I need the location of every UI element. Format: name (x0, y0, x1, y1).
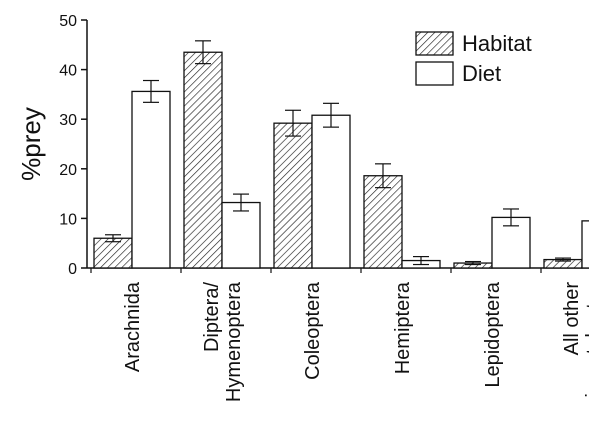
bar-habitat-3 (363, 175, 403, 269)
y-tick-label: 50 (59, 13, 77, 30)
y-tick-label: 40 (59, 63, 77, 80)
category-label-3: Hemiptera (392, 281, 414, 374)
y-axis-label: %prey (16, 107, 46, 181)
bar-habitat-0 (93, 237, 133, 269)
legend-label-habitat: Habitat (462, 31, 532, 56)
y-tick-label: 0 (68, 261, 77, 278)
bar-diet-1 (221, 201, 261, 269)
bar-diet-5 (581, 220, 589, 269)
error-bar-habitat-5 (555, 257, 571, 262)
bar-diet-0 (131, 90, 171, 269)
bar-habitat-2 (273, 122, 313, 269)
category-label-4: Lepidoptera (482, 281, 504, 388)
category-label-5: All other (561, 282, 583, 356)
axes: 0 10 20 30 40 50 (59, 13, 589, 278)
category-label-1: Hymenoptera (223, 281, 245, 402)
category-label-2: Coleoptera (302, 281, 324, 380)
error-bar-diet-4 (503, 208, 519, 227)
y-tick-label: 30 (59, 112, 77, 129)
error-bar-habitat-0 (105, 234, 121, 243)
error-bar-diet-0 (143, 79, 159, 103)
category-label-0: Arachnida (122, 281, 144, 372)
bar-diet-2 (311, 114, 351, 269)
error-bar-habitat-4 (465, 260, 481, 266)
error-bar-habitat-1 (195, 40, 211, 65)
y-tick-label: 20 (59, 162, 77, 179)
category-label-5: invertebrates (583, 282, 589, 398)
error-bar-diet-2 (323, 102, 339, 128)
error-bars (105, 40, 571, 266)
legend-label-diet: Diet (462, 61, 501, 86)
bar-habitat-1 (183, 51, 223, 269)
error-bar-diet-3 (413, 255, 429, 266)
error-bar-habitat-3 (375, 163, 391, 189)
category-label-1: Diptera/ (201, 282, 223, 352)
legend-swatch-diet (415, 61, 454, 86)
legend-swatch-habitat (415, 31, 454, 56)
error-bar-habitat-2 (285, 109, 301, 137)
category-labels: Arachnida Diptera/Hymenoptera Coleoptera He… (122, 281, 589, 402)
legend: Habitat Diet (415, 31, 532, 86)
error-bar-diet-1 (233, 193, 249, 212)
bars (93, 51, 589, 269)
y-tick-label: 10 (59, 211, 77, 228)
